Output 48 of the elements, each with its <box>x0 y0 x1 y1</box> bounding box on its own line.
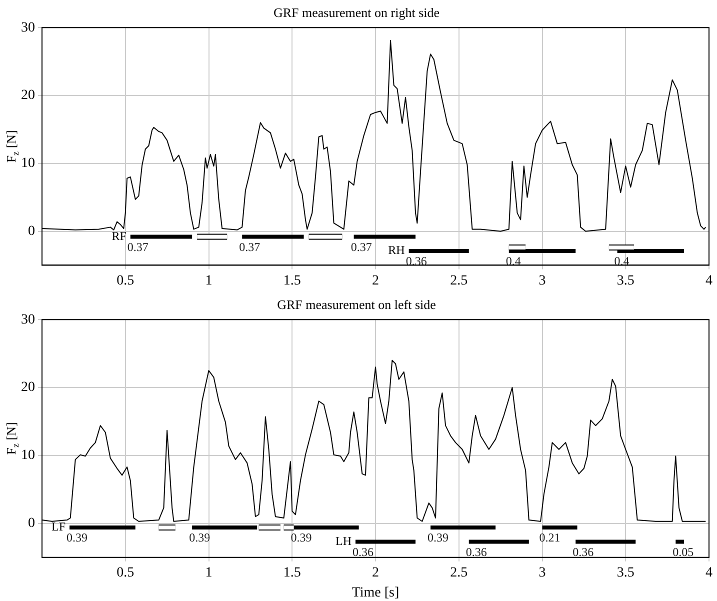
y-axis-title: Fz [N] <box>3 130 20 163</box>
x-tick-label: 2.5 <box>450 273 468 288</box>
x-tick-label: 3 <box>538 273 546 288</box>
series-label: LH <box>335 534 352 548</box>
chart-title: GRF measurement on right side <box>273 5 440 20</box>
x-tick-label: 0.5 <box>116 565 134 580</box>
x-tick-label: 0.5 <box>116 273 134 288</box>
x-tick-label: 2.5 <box>450 565 468 580</box>
x-tick-label: 1.5 <box>283 273 301 288</box>
annotation: 0.36 <box>352 544 374 559</box>
annotation: 0.39 <box>66 530 88 545</box>
x-tick-label: 1 <box>205 565 212 580</box>
y-tick-label: 20 <box>21 380 35 396</box>
annotation: 0.36 <box>572 544 594 559</box>
annotation: 0.39 <box>290 530 312 545</box>
y-tick-label: 10 <box>21 156 35 172</box>
x-tick-label: 1 <box>205 273 212 288</box>
annotation: 0.37 <box>350 240 372 254</box>
y-axis-title: Fz [N] <box>3 422 20 455</box>
x-tick-label: 4 <box>706 565 712 580</box>
annotation: 0.4 <box>506 254 521 268</box>
x-tick-label: 3.5 <box>616 565 634 580</box>
annotation: 0.21 <box>539 530 560 545</box>
x-tick-label: 4 <box>706 273 712 288</box>
y-tick-label: 20 <box>21 88 35 104</box>
annotation: 0.39 <box>428 530 449 545</box>
annotation: 0.36 <box>466 544 487 559</box>
annotation: 0.37 <box>127 240 148 254</box>
chart-title: GRF measurement on left side <box>277 297 436 312</box>
y-tick-label: 30 <box>21 312 35 328</box>
series-label: RF <box>112 228 127 243</box>
annotation: 0.36 <box>406 254 427 268</box>
annotation: 0.39 <box>189 530 210 545</box>
y-tick-label: 0 <box>28 516 35 532</box>
x-tick-label: 3 <box>538 565 546 580</box>
x-tick-label: 3.5 <box>616 273 634 288</box>
annotation: 0.05 <box>672 544 694 559</box>
series-label: RH <box>388 243 406 258</box>
x-tick-label: 1.5 <box>283 565 301 580</box>
y-tick-label: 0 <box>28 224 35 239</box>
x-tick-label: 2 <box>372 565 379 580</box>
y-tick-label: 10 <box>21 448 35 464</box>
annotation: 0.37 <box>239 240 260 254</box>
series-label: LF <box>52 520 66 534</box>
x-tick-label: 2 <box>372 273 379 288</box>
annotation: 0.4 <box>614 254 630 268</box>
y-tick-label: 30 <box>21 20 35 36</box>
x-axis-title: Time [s] <box>352 585 400 600</box>
